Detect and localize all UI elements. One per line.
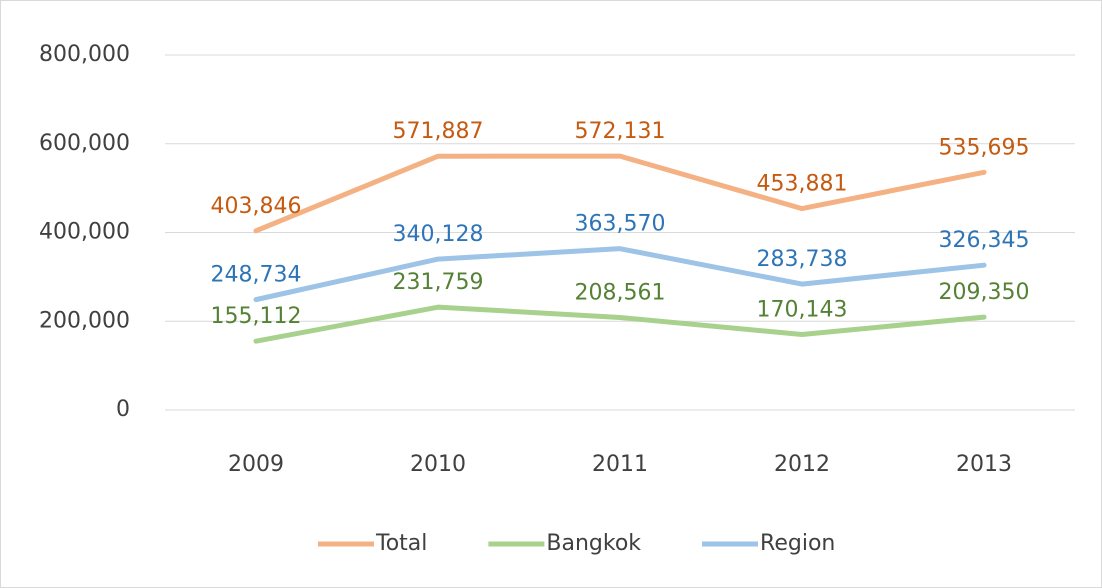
y-tick-label: 0 <box>116 397 130 422</box>
data-label: 340,128 <box>393 222 484 247</box>
data-label: 231,759 <box>393 270 484 295</box>
series-line <box>253 246 987 303</box>
legend-label: Total <box>375 531 427 556</box>
data-label: 283,738 <box>757 247 848 272</box>
data-label: 453,881 <box>757 172 848 197</box>
data-label: 170,143 <box>757 297 848 322</box>
data-label: 403,846 <box>211 194 302 219</box>
y-tick-label: 800,000 <box>39 42 130 67</box>
x-tick-label: 2011 <box>592 452 648 477</box>
data-label: 326,345 <box>939 228 1030 253</box>
data-label: 155,112 <box>211 304 302 329</box>
legend-label: Bangkok <box>546 531 641 556</box>
series-line <box>253 153 987 234</box>
data-label: 208,561 <box>575 280 666 305</box>
y-tick-label: 400,000 <box>39 220 130 245</box>
x-tick-label: 2012 <box>774 452 830 477</box>
data-label: 571,887 <box>393 119 484 144</box>
legend-label: Region <box>760 531 835 556</box>
data-label: 363,570 <box>575 212 666 237</box>
series-line <box>253 304 987 344</box>
x-tick-label: 2009 <box>228 452 284 477</box>
y-tick-label: 600,000 <box>39 131 130 156</box>
data-label: 572,131 <box>575 119 666 144</box>
y-tick-label: 200,000 <box>39 308 130 333</box>
x-tick-label: 2013 <box>956 452 1012 477</box>
data-label: 535,695 <box>939 135 1030 160</box>
x-tick-label: 2010 <box>410 452 466 477</box>
data-label: 248,734 <box>211 263 302 288</box>
data-label: 209,350 <box>939 280 1030 305</box>
